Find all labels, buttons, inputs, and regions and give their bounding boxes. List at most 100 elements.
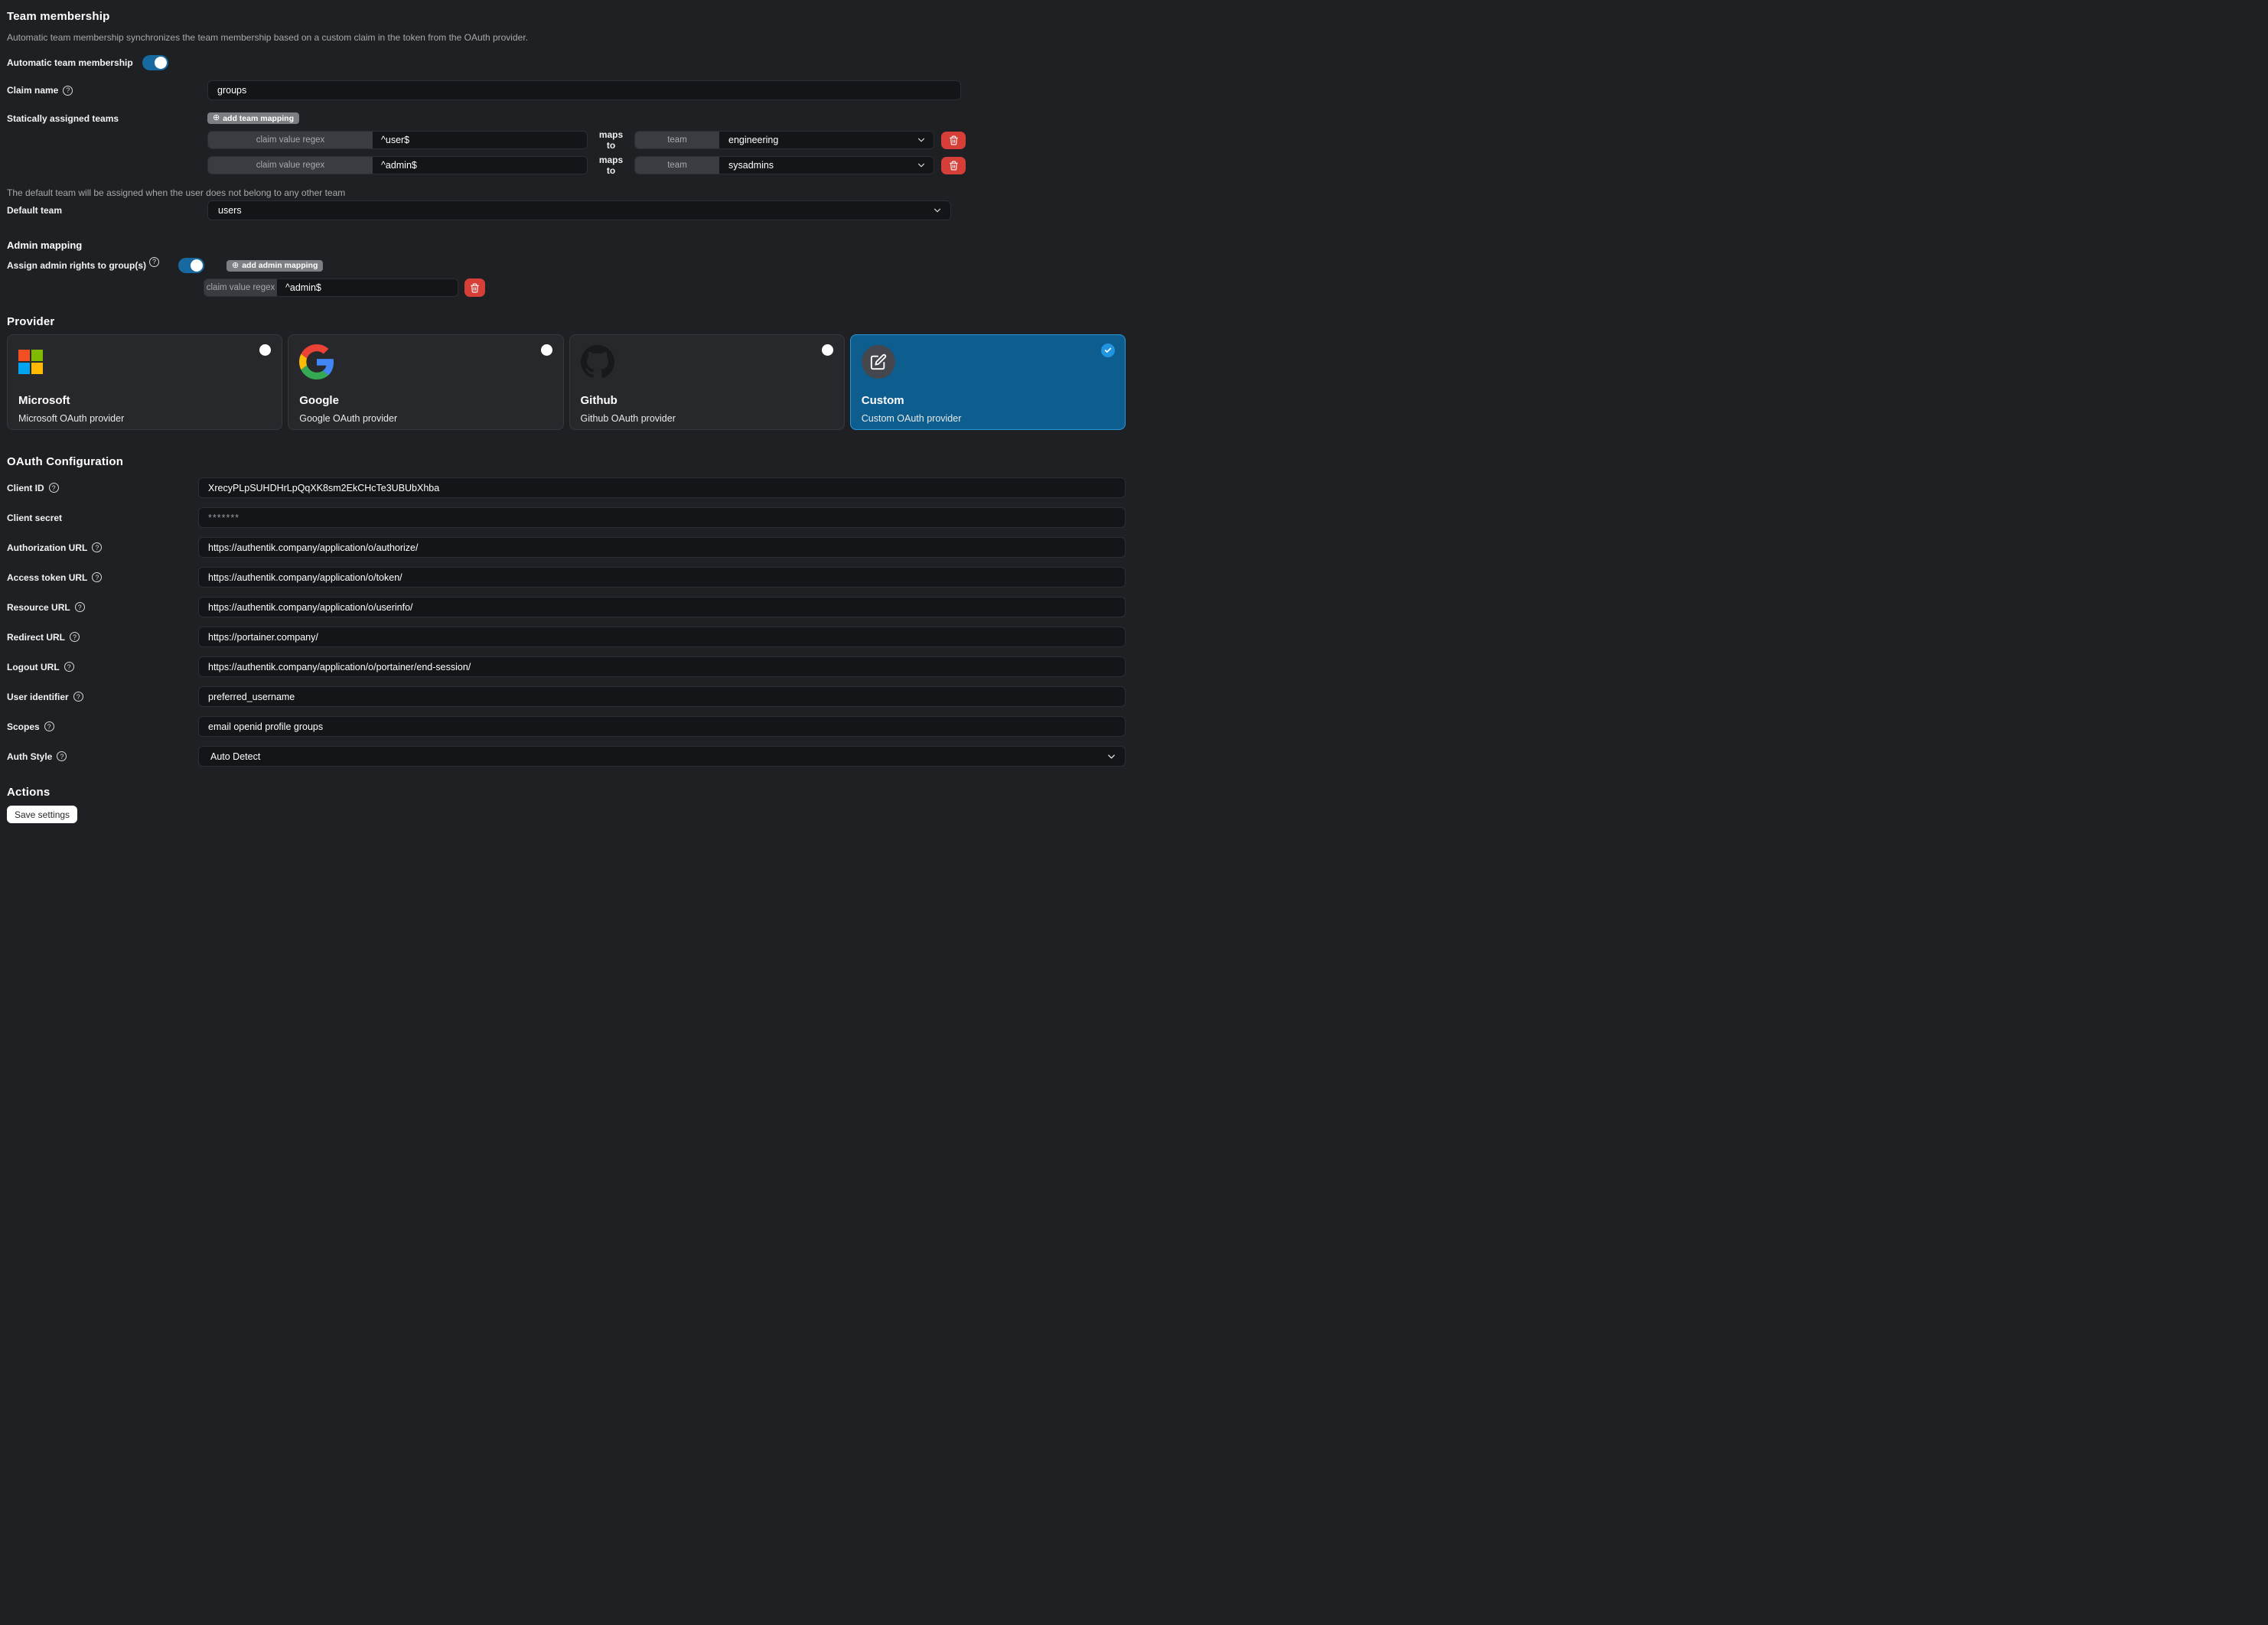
- team-select[interactable]: sysadmins: [719, 157, 934, 174]
- help-icon: ?: [92, 542, 102, 552]
- oauth-configuration-title: OAuth Configuration: [7, 455, 1126, 468]
- auth-style-label: Auth Style: [7, 751, 52, 762]
- default-team-select[interactable]: users: [207, 200, 951, 220]
- team-membership-title: Team membership: [7, 10, 1126, 23]
- admin-mapping-row: claim value regex: [204, 278, 1126, 297]
- default-team-description: The default team will be assigned when t…: [7, 187, 1126, 198]
- actions-title: Actions: [7, 786, 1126, 799]
- chevron-down-icon: [1106, 751, 1117, 762]
- access-token-url-label: Access token URL: [7, 572, 87, 583]
- trash-icon: [949, 135, 959, 145]
- toggle-knob: [191, 259, 203, 272]
- default-team-label: Default team: [7, 205, 62, 216]
- scopes-label: Scopes: [7, 721, 40, 732]
- provider-card-github[interactable]: Github Github OAuth provider: [569, 334, 845, 430]
- provider-card-title: Google: [299, 394, 552, 407]
- resource-url-label: Resource URL: [7, 602, 70, 613]
- maps-to-label: maps to: [595, 155, 627, 176]
- provider-card-description: Custom OAuth provider: [862, 413, 1114, 424]
- provider-card-google[interactable]: Google Google OAuth provider: [288, 334, 563, 430]
- provider-card-microsoft[interactable]: Microsoft Microsoft OAuth provider: [7, 334, 282, 430]
- plus-circle-icon: ⊕: [213, 114, 220, 122]
- delete-mapping-button[interactable]: [941, 132, 966, 149]
- redirect-url-row: Redirect URL ?: [7, 627, 1126, 647]
- provider-card-custom[interactable]: Custom Custom OAuth provider: [850, 334, 1126, 430]
- client-id-input[interactable]: [198, 477, 1126, 498]
- team-select[interactable]: engineering: [719, 132, 934, 148]
- help-icon: ?: [70, 632, 80, 642]
- team-prefix: team: [635, 132, 719, 148]
- claim-value-regex-prefix: claim value regex: [204, 279, 277, 296]
- automatic-team-membership-label: Automatic team membership: [7, 57, 133, 68]
- claim-name-row: Claim name ?: [7, 80, 1126, 100]
- claim-name-label: Claim name: [7, 85, 58, 96]
- authorization-url-label: Authorization URL: [7, 542, 87, 553]
- chevron-down-icon: [916, 160, 927, 171]
- team-membership-description: Automatic team membership synchronizes t…: [7, 32, 1126, 43]
- team-mapping-row: claim value regex maps to team engineeri…: [207, 131, 1126, 149]
- assign-admin-rights-toggle[interactable]: [178, 258, 204, 273]
- user-identifier-label: User identifier: [7, 692, 69, 702]
- scopes-input[interactable]: [198, 716, 1126, 737]
- resource-url-input[interactable]: [198, 597, 1126, 617]
- help-icon: ?: [44, 721, 54, 731]
- logout-url-row: Logout URL ?: [7, 656, 1126, 677]
- add-admin-mapping-button[interactable]: ⊕ add admin mapping: [226, 260, 323, 272]
- plus-circle-icon: ⊕: [232, 262, 239, 270]
- claim-value-regex-prefix: claim value regex: [208, 157, 373, 174]
- claim-regex-group: claim value regex: [207, 156, 588, 174]
- delete-mapping-button[interactable]: [941, 157, 966, 174]
- admin-claim-regex-input[interactable]: [277, 279, 458, 296]
- automatic-team-membership-toggle[interactable]: [142, 55, 168, 70]
- client-secret-input[interactable]: [198, 507, 1126, 528]
- help-icon: ?: [64, 662, 74, 672]
- admin-mapping-title: Admin mapping: [7, 239, 1126, 251]
- team-mapping-row: claim value regex maps to team sysadmins: [207, 156, 1126, 174]
- authorization-url-input[interactable]: [198, 537, 1126, 558]
- help-icon: ?: [75, 602, 85, 612]
- assign-admin-rights-label: Assign admin rights to group(s): [7, 260, 146, 271]
- help-icon: ?: [73, 692, 83, 702]
- provider-card-title: Custom: [862, 394, 1114, 407]
- provider-card-title: Microsoft: [18, 394, 271, 407]
- redirect-url-input[interactable]: [198, 627, 1126, 647]
- google-logo: [299, 344, 334, 379]
- authorization-url-row: Authorization URL ?: [7, 537, 1126, 558]
- provider-card-description: Github OAuth provider: [581, 413, 833, 424]
- logout-url-label: Logout URL: [7, 662, 60, 672]
- team-select-group: team sysadmins: [634, 156, 934, 174]
- help-icon: ?: [49, 483, 59, 493]
- provider-cards: Microsoft Microsoft OAuth provider Googl…: [7, 334, 1126, 430]
- team-prefix: team: [635, 157, 719, 174]
- user-identifier-input[interactable]: [198, 686, 1126, 707]
- provider-title: Provider: [7, 315, 1126, 328]
- client-id-label: Client ID: [7, 483, 44, 493]
- radio-unselected-icon[interactable]: [541, 344, 552, 356]
- client-id-row: Client ID ?: [7, 477, 1126, 498]
- auth-style-select[interactable]: Auto Detect: [198, 746, 1126, 767]
- claim-regex-input[interactable]: [373, 132, 587, 148]
- default-team-row: Default team users: [7, 200, 1126, 220]
- redirect-url-label: Redirect URL: [7, 632, 65, 643]
- help-icon: ?: [149, 257, 159, 267]
- logout-url-input[interactable]: [198, 656, 1126, 677]
- auth-style-row: Auth Style ? Auto Detect: [7, 746, 1126, 767]
- claim-regex-group: claim value regex: [207, 131, 588, 149]
- access-token-url-row: Access token URL ?: [7, 567, 1126, 588]
- statically-assigned-teams-label: Statically assigned teams: [7, 113, 119, 124]
- claim-regex-input[interactable]: [373, 157, 587, 174]
- client-secret-row: Client secret: [7, 507, 1126, 528]
- help-icon: ?: [63, 86, 73, 96]
- claim-name-input[interactable]: [207, 80, 961, 100]
- delete-admin-mapping-button[interactable]: [464, 278, 485, 297]
- provider-card-title: Github: [581, 394, 833, 407]
- automatic-team-membership-row: Automatic team membership: [7, 55, 1126, 70]
- save-settings-button[interactable]: Save settings: [7, 806, 77, 823]
- access-token-url-input[interactable]: [198, 567, 1126, 588]
- add-team-mapping-button[interactable]: ⊕ add team mapping: [207, 112, 299, 124]
- radio-unselected-icon[interactable]: [822, 344, 833, 356]
- claim-value-regex-prefix: claim value regex: [208, 132, 373, 148]
- trash-icon: [470, 283, 480, 293]
- statically-assigned-teams-block: Statically assigned teams ⊕ add team map…: [7, 112, 1126, 174]
- resource-url-row: Resource URL ?: [7, 597, 1126, 617]
